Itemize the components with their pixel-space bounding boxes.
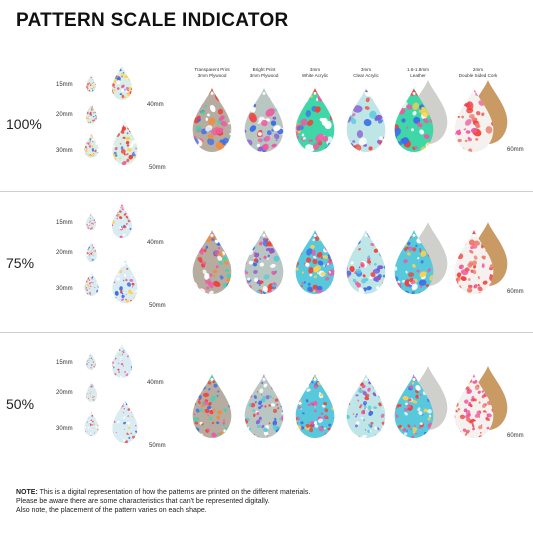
- size-label: 40mm: [147, 380, 164, 386]
- size-label: 50mm: [149, 165, 166, 171]
- material-drop: [244, 230, 284, 294]
- note: NOTE: This is a digital representation o…: [16, 488, 521, 515]
- material-drop: [454, 88, 494, 152]
- note-line-2: Please be aware there are some character…: [16, 498, 270, 505]
- size-label: 15mm: [56, 82, 73, 88]
- sample-drop: [111, 66, 133, 100]
- column-header: Transparent Print 3mm Plywood: [179, 67, 245, 78]
- material-drop: [454, 230, 494, 294]
- column-header-line: Double Sided Cork: [458, 72, 498, 78]
- size-label: 20mm: [56, 250, 73, 256]
- material-drop: [454, 374, 494, 438]
- page-title: PATTERN SCALE INDICATOR: [16, 10, 289, 31]
- column-header-line: 3mm: [360, 67, 372, 72]
- column-header-line: Bright Print: [252, 67, 276, 72]
- column-header-line: 3mm Plywood: [249, 72, 279, 78]
- material-drop: [394, 88, 434, 152]
- big-size-label: 60mm: [507, 289, 524, 295]
- size-label: 50mm: [149, 303, 166, 309]
- size-label: 15mm: [56, 360, 73, 366]
- material-drop: [192, 374, 232, 438]
- material-drop: [192, 88, 232, 152]
- sample-drop: [112, 260, 138, 303]
- sample-drop: [85, 213, 97, 230]
- material-drop: [394, 374, 434, 438]
- size-label: 15mm: [56, 220, 73, 226]
- scale-label: 50%: [6, 396, 35, 412]
- scale-label: 100%: [6, 116, 42, 132]
- material-drop: [346, 88, 386, 152]
- column-header-line: Transparent Print: [194, 67, 230, 72]
- column-header-line: 2mm: [472, 67, 484, 72]
- column-header-line: 3mm Plywood: [197, 72, 227, 78]
- column-header: 3mm Clear Acrylic: [333, 67, 399, 78]
- column-header-line: 1.6-1.8mm: [407, 67, 429, 72]
- column-header-line: Leather: [410, 72, 426, 78]
- size-label: 40mm: [147, 102, 164, 108]
- material-drop: [346, 230, 386, 294]
- sample-drop: [112, 122, 138, 165]
- sample-drop: [86, 104, 97, 124]
- sample-drop: [86, 242, 97, 262]
- material-drop: [244, 88, 284, 152]
- size-label: 30mm: [56, 426, 73, 432]
- size-label: 40mm: [147, 240, 164, 246]
- material-drop: [346, 374, 386, 438]
- scale-label: 75%: [6, 255, 35, 271]
- note-label: NOTE:: [16, 489, 38, 496]
- column-header: 3mm White Acrylic: [282, 67, 348, 78]
- sample-drop: [84, 272, 99, 296]
- material-drop: [192, 230, 232, 294]
- size-label: 20mm: [56, 390, 73, 396]
- sample-drop: [111, 344, 133, 378]
- material-drop: [295, 374, 335, 438]
- sample-drop: [85, 75, 97, 92]
- sample-drop: [84, 134, 99, 158]
- big-size-label: 60mm: [507, 433, 524, 439]
- big-size-label: 60mm: [507, 147, 524, 153]
- sample-drop: [86, 382, 97, 402]
- material-drop: [244, 374, 284, 438]
- section-divider: [0, 191, 533, 192]
- size-label: 30mm: [56, 286, 73, 292]
- material-drop: [295, 88, 335, 152]
- size-label: 50mm: [149, 443, 166, 449]
- sample-drop: [85, 353, 97, 370]
- section-divider: [0, 332, 533, 333]
- sample-drop: [112, 400, 138, 443]
- column-header-line: White Acrylic: [301, 72, 329, 78]
- column-header-line: 3mm: [309, 67, 321, 72]
- column-header-line: Clear Acrylic: [353, 72, 379, 78]
- material-drop: [295, 230, 335, 294]
- note-line-1: This is a digital representation of how …: [37, 489, 311, 496]
- material-drop: [394, 230, 434, 294]
- column-header: 1.6-1.8mm Leather: [385, 67, 451, 78]
- column-header: Bright Print 3mm Plywood: [231, 67, 297, 78]
- size-label: 20mm: [56, 112, 73, 118]
- note-line-3: Also note, the placement of the pattern …: [16, 507, 207, 514]
- size-label: 30mm: [56, 148, 73, 154]
- sample-drop: [84, 412, 99, 436]
- column-header: 2mm Double Sided Cork: [445, 67, 511, 78]
- sample-drop: [111, 204, 133, 238]
